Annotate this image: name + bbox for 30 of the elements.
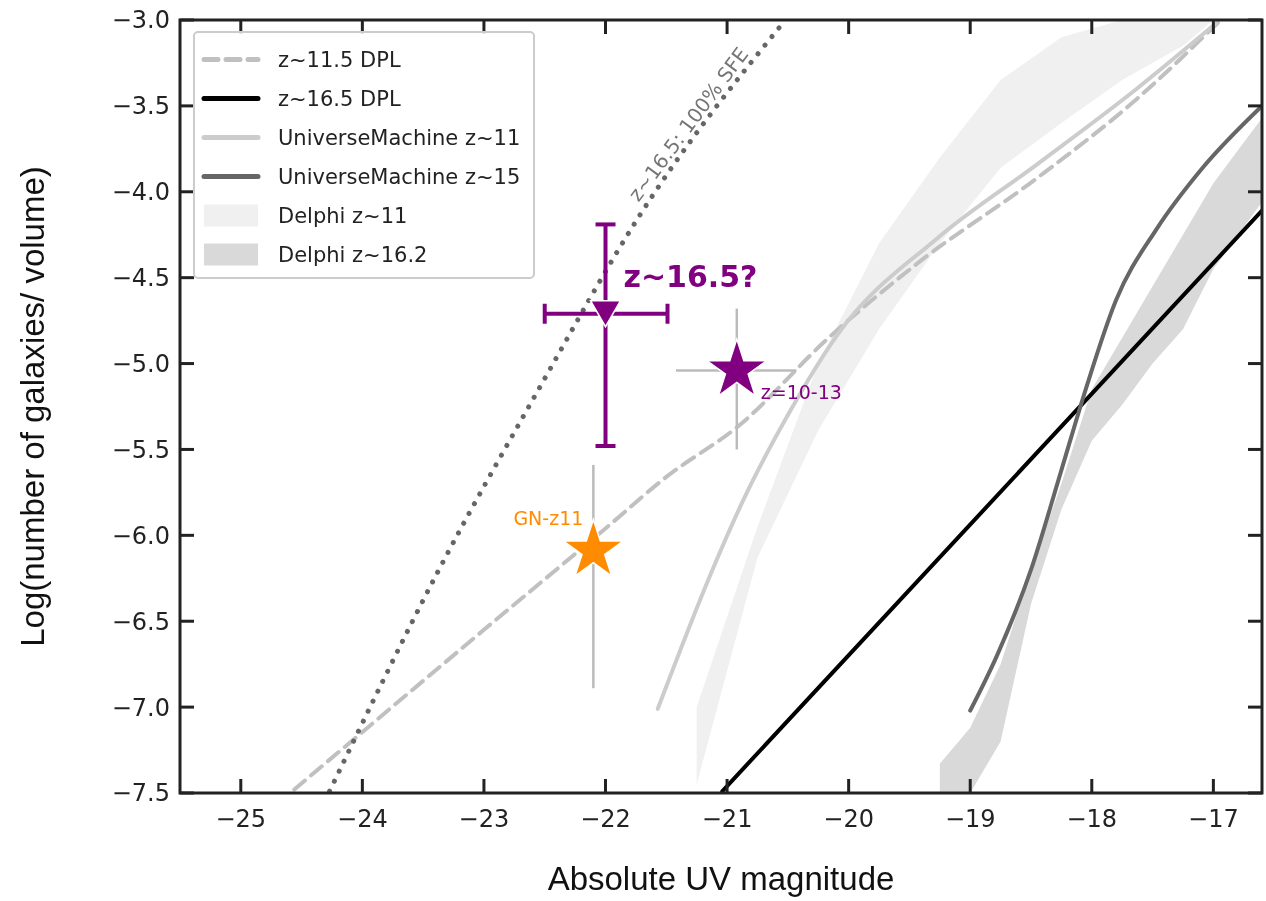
annotation: z=10-13 — [760, 381, 842, 404]
legend-label: z~16.5 DPL — [278, 86, 401, 111]
x-tick-label: −25 — [215, 805, 267, 833]
y-tick-label: −3.0 — [111, 6, 170, 35]
y-tick-label: −6.5 — [111, 607, 170, 636]
y-tick-label: −3.5 — [111, 92, 170, 121]
x-tick-label: −24 — [337, 805, 388, 833]
x-tick-label: −18 — [1066, 805, 1118, 833]
legend-label: Delphi z~11 — [278, 203, 408, 228]
x-tick-label: −17 — [1188, 805, 1239, 833]
legend-label: Delphi z~16.2 — [278, 242, 428, 267]
x-tick-label: −21 — [701, 805, 753, 833]
y-tick-label: −7.0 — [111, 693, 170, 722]
y-tick-label: −6.0 — [111, 521, 170, 550]
x-axis-title: Absolute UV magnitude — [547, 860, 895, 897]
x-tick-label: −22 — [580, 805, 631, 833]
y-axis-title: Log(number of galaxies/ volume) — [14, 166, 51, 647]
y-tick-label: −4.0 — [111, 178, 170, 207]
legend-label: z~11.5 DPL — [278, 47, 401, 72]
x-tick-label: −23 — [458, 805, 510, 833]
y-tick-label: −4.5 — [111, 264, 170, 293]
legend-label: UniverseMachine z~15 — [278, 164, 521, 189]
x-tick-label: −20 — [823, 805, 874, 833]
annotation: z~16.5? — [623, 259, 758, 295]
legend-label: UniverseMachine z~11 — [278, 125, 521, 150]
annotation: GN-z11 — [513, 506, 584, 529]
y-tick-label: −7.5 — [111, 779, 170, 808]
y-tick-label: −5.5 — [111, 435, 170, 464]
x-tick-label: −19 — [944, 805, 996, 833]
y-tick-label: −5.0 — [111, 349, 170, 378]
